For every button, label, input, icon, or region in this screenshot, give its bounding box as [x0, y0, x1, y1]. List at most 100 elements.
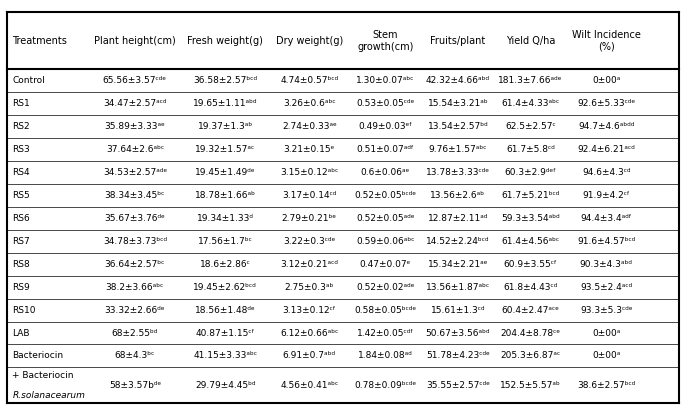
- Text: 13.56±2.6ᵃᵇ: 13.56±2.6ᵃᵇ: [430, 191, 486, 200]
- Text: Wilt Incidence
(%): Wilt Incidence (%): [571, 30, 641, 52]
- Text: 13.56±1.87ᵃᵇᶜ: 13.56±1.87ᵃᵇᶜ: [426, 283, 490, 292]
- Text: LAB: LAB: [12, 328, 30, 337]
- Text: 41.15±3.33ᵃᵇᶜ: 41.15±3.33ᵃᵇᶜ: [193, 351, 257, 361]
- Text: 13.54±2.57ᵇᵈ: 13.54±2.57ᵇᵈ: [427, 122, 488, 131]
- Text: 2.74±0.33ᵃᵉ: 2.74±0.33ᵃᵉ: [282, 122, 337, 131]
- Text: 35.55±2.57ᶜᵈᵉ: 35.55±2.57ᶜᵈᵉ: [426, 381, 490, 389]
- Text: 68±4.3ᵇᶜ: 68±4.3ᵇᶜ: [115, 351, 155, 361]
- Text: RS1: RS1: [12, 99, 30, 108]
- Text: 15.61±1.3ᶜᵈ: 15.61±1.3ᶜᵈ: [431, 306, 485, 315]
- Text: 0.49±0.03ᵉᶠ: 0.49±0.03ᵉᶠ: [358, 122, 412, 131]
- Text: 40.87±1.15ᶜᶠ: 40.87±1.15ᶜᶠ: [196, 328, 255, 337]
- Text: Plant height(cm): Plant height(cm): [94, 36, 176, 46]
- Text: Fruits/plant: Fruits/plant: [430, 36, 486, 46]
- Text: 1.30±0.07ᵃᵇᶜ: 1.30±0.07ᵃᵇᶜ: [356, 77, 414, 85]
- Text: 29.79±4.45ᵇᵈ: 29.79±4.45ᵇᵈ: [195, 381, 256, 389]
- Text: 15.34±2.21ᵃᵉ: 15.34±2.21ᵃᵉ: [427, 260, 488, 269]
- Text: 51.78±4.23ᶜᵈᵉ: 51.78±4.23ᶜᵈᵉ: [426, 351, 490, 361]
- Text: 61.4±4.56ᵃᵇᶜ: 61.4±4.56ᵃᵇᶜ: [501, 237, 560, 246]
- Text: 36.58±2.57ᵇᶜᵈ: 36.58±2.57ᵇᶜᵈ: [193, 77, 257, 85]
- Text: 1.42±0.05ᶜᵈᶠ: 1.42±0.05ᶜᵈᶠ: [357, 328, 414, 337]
- Text: 93.3±5.3ᶜᵈᵉ: 93.3±5.3ᶜᵈᵉ: [580, 306, 632, 315]
- Text: 205.3±6.87ᵃᶜ: 205.3±6.87ᵃᶜ: [501, 351, 560, 361]
- Text: 60.3±2.9ᵈᵉᶠ: 60.3±2.9ᵈᵉᶠ: [505, 168, 556, 177]
- Text: 12.87±2.11ᵃᵈ: 12.87±2.11ᵃᵈ: [427, 214, 488, 223]
- Text: Fresh weight(g): Fresh weight(g): [187, 36, 263, 46]
- Text: 18.78±1.66ᵃᵇ: 18.78±1.66ᵃᵇ: [195, 191, 256, 200]
- Text: Stem
growth(cm): Stem growth(cm): [357, 30, 414, 52]
- Text: 19.34±1.33ᵈ: 19.34±1.33ᵈ: [197, 214, 254, 223]
- Text: RS6: RS6: [12, 214, 30, 223]
- Text: 42.32±4.66ᵃᵇᵈ: 42.32±4.66ᵃᵇᵈ: [426, 77, 490, 85]
- Text: RS4: RS4: [12, 168, 30, 177]
- Text: 6.12±0.66ᵃᵇᶜ: 6.12±0.66ᵃᵇᶜ: [280, 328, 339, 337]
- Text: 60.4±2.47ᵃᶜᵉ: 60.4±2.47ᵃᶜᵉ: [501, 306, 560, 315]
- Text: 0±00ᵃ: 0±00ᵃ: [592, 77, 620, 85]
- Text: 0.78±0.09ᵇᶜᵈᵉ: 0.78±0.09ᵇᶜᵈᵉ: [354, 381, 416, 389]
- Text: 38.2±3.66ᵃᵇᶜ: 38.2±3.66ᵃᵇᶜ: [106, 283, 164, 292]
- Text: RS3: RS3: [12, 145, 30, 154]
- Text: 0.51±0.07ᵃᵈᶠ: 0.51±0.07ᵃᵈᶠ: [357, 145, 414, 154]
- Text: 68±2.55ᵇᵈ: 68±2.55ᵇᵈ: [112, 328, 158, 337]
- Text: 0.47±0.07ᵉ: 0.47±0.07ᵉ: [359, 260, 411, 269]
- Text: 37.64±2.6ᵃᵇᶜ: 37.64±2.6ᵃᵇᶜ: [106, 145, 164, 154]
- Text: RS9: RS9: [12, 283, 30, 292]
- Text: 0.6±0.06ᵃᵉ: 0.6±0.06ᵃᵉ: [361, 168, 410, 177]
- Text: 18.56±1.48ᵈᵉ: 18.56±1.48ᵈᵉ: [195, 306, 256, 315]
- Text: 34.78±3.73ᵇᶜᵈ: 34.78±3.73ᵇᶜᵈ: [103, 237, 167, 246]
- Text: RS8: RS8: [12, 260, 30, 269]
- Text: 92.4±6.21ᵃᶜᵈ: 92.4±6.21ᵃᶜᵈ: [577, 145, 635, 154]
- Text: Treatments: Treatments: [12, 36, 67, 46]
- Text: 36.64±2.57ᵇᶜ: 36.64±2.57ᵇᶜ: [105, 260, 165, 269]
- Text: 91.6±4.57ᵇᶜᵈ: 91.6±4.57ᵇᶜᵈ: [577, 237, 635, 246]
- Text: Bacteriocin: Bacteriocin: [12, 351, 64, 361]
- Text: 3.26±0.6ᵃᵇᶜ: 3.26±0.6ᵃᵇᶜ: [283, 99, 335, 108]
- Text: 0.58±0.05ᵇᶜᵈᵉ: 0.58±0.05ᵇᶜᵈᵉ: [354, 306, 416, 315]
- Text: 181.3±7.66ᵃᵈᵉ: 181.3±7.66ᵃᵈᵉ: [498, 77, 563, 85]
- Text: 4.74±0.57ᵇᶜᵈ: 4.74±0.57ᵇᶜᵈ: [281, 77, 338, 85]
- Text: 92.6±5.33ᶜᵈᵉ: 92.6±5.33ᶜᵈᵉ: [577, 99, 635, 108]
- Text: 35.89±3.33ᵃᵉ: 35.89±3.33ᵃᵉ: [104, 122, 165, 131]
- Text: 0.52±0.02ᵃᵈᵉ: 0.52±0.02ᵃᵈᵉ: [356, 283, 414, 292]
- Text: 19.65±1.11ᵃᵇᵈ: 19.65±1.11ᵃᵇᵈ: [193, 99, 258, 108]
- Text: 3.12±0.21ᵃᶜᵈ: 3.12±0.21ᵃᶜᵈ: [281, 260, 338, 269]
- Text: Yield Q/ha: Yield Q/ha: [506, 36, 555, 46]
- Text: 19.45±2.62ᵇᶜᵈ: 19.45±2.62ᵇᶜᵈ: [193, 283, 257, 292]
- Text: 61.7±5.21ᵇᶜᵈ: 61.7±5.21ᵇᶜᵈ: [501, 191, 560, 200]
- Text: 3.21±0.15ᵉ: 3.21±0.15ᵉ: [284, 145, 335, 154]
- Text: Dry weight(g): Dry weight(g): [276, 36, 343, 46]
- Text: 1.84±0.08ᵃᵈ: 1.84±0.08ᵃᵈ: [358, 351, 413, 361]
- Text: 19.32±1.57ᵃᶜ: 19.32±1.57ᵃᶜ: [196, 145, 255, 154]
- Text: 14.52±2.24ᵇᶜᵈ: 14.52±2.24ᵇᶜᵈ: [426, 237, 490, 246]
- Text: 3.13±0.12ᶜᶠ: 3.13±0.12ᶜᶠ: [283, 306, 336, 315]
- Text: RS5: RS5: [12, 191, 30, 200]
- Text: 204.4±8.78ᶜᵉ: 204.4±8.78ᶜᵉ: [501, 328, 560, 337]
- Text: 58±3.57bᵈᵉ: 58±3.57bᵈᵉ: [109, 381, 161, 389]
- Text: 15.54±3.21ᵃᵇ: 15.54±3.21ᵃᵇ: [427, 99, 488, 108]
- Text: 4.56±0.41ᵃᵇᶜ: 4.56±0.41ᵃᵇᶜ: [281, 381, 338, 389]
- Text: 35.67±3.76ᵈᵉ: 35.67±3.76ᵈᵉ: [104, 214, 165, 223]
- Text: 62.5±2.57ᶜ: 62.5±2.57ᶜ: [505, 122, 556, 131]
- Text: 59.3±3.54ᵃᵇᵈ: 59.3±3.54ᵃᵇᵈ: [501, 214, 560, 223]
- Text: 91.9±4.2ᶜᶠ: 91.9±4.2ᶜᶠ: [582, 191, 630, 200]
- Text: 3.22±0.3ᶜᵈᵉ: 3.22±0.3ᶜᵈᵉ: [283, 237, 335, 246]
- Text: 38.6±2.57ᵇᶜᵈ: 38.6±2.57ᵇᶜᵈ: [577, 381, 635, 389]
- Text: RS10: RS10: [12, 306, 36, 315]
- Text: 90.3±4.3ᵃᵇᵈ: 90.3±4.3ᵃᵇᵈ: [580, 260, 632, 269]
- Text: 61.8±4.43ᶜᵈ: 61.8±4.43ᶜᵈ: [504, 283, 558, 292]
- Text: 94.4±3.4ᵃᵈᶠ: 94.4±3.4ᵃᵈᶠ: [580, 214, 632, 223]
- Text: 34.53±2.57ᵃᵈᵉ: 34.53±2.57ᵃᵈᵉ: [103, 168, 167, 177]
- Text: Control: Control: [12, 77, 45, 85]
- Text: 2.75±0.3ᵃᵇ: 2.75±0.3ᵃᵇ: [285, 283, 334, 292]
- Text: 3.15±0.12ᵃᵇᶜ: 3.15±0.12ᵃᵇᶜ: [280, 168, 339, 177]
- Text: 0±00ᵃ: 0±00ᵃ: [592, 351, 620, 361]
- Text: 9.76±1.57ᵃᵇᶜ: 9.76±1.57ᵃᵇᶜ: [429, 145, 487, 154]
- Text: 33.32±2.66ᵈᵉ: 33.32±2.66ᵈᵉ: [105, 306, 165, 315]
- Text: 17.56±1.7ᵇᶜ: 17.56±1.7ᵇᶜ: [198, 237, 252, 246]
- Text: R.solanacearum: R.solanacearum: [12, 391, 85, 400]
- Text: 94.7±4.6ᵃᵇᵈᵈ: 94.7±4.6ᵃᵇᵈᵈ: [578, 122, 635, 131]
- Text: 19.37±1.3ᵃᵇ: 19.37±1.3ᵃᵇ: [198, 122, 253, 131]
- Text: 0.52±0.05ᵃᵈᵉ: 0.52±0.05ᵃᵈᵉ: [356, 214, 414, 223]
- Text: 0.53±0.05ᶜᵈᵉ: 0.53±0.05ᶜᵈᵉ: [356, 99, 414, 108]
- Text: 13.78±3.33ᶜᵈᵉ: 13.78±3.33ᶜᵈᵉ: [426, 168, 490, 177]
